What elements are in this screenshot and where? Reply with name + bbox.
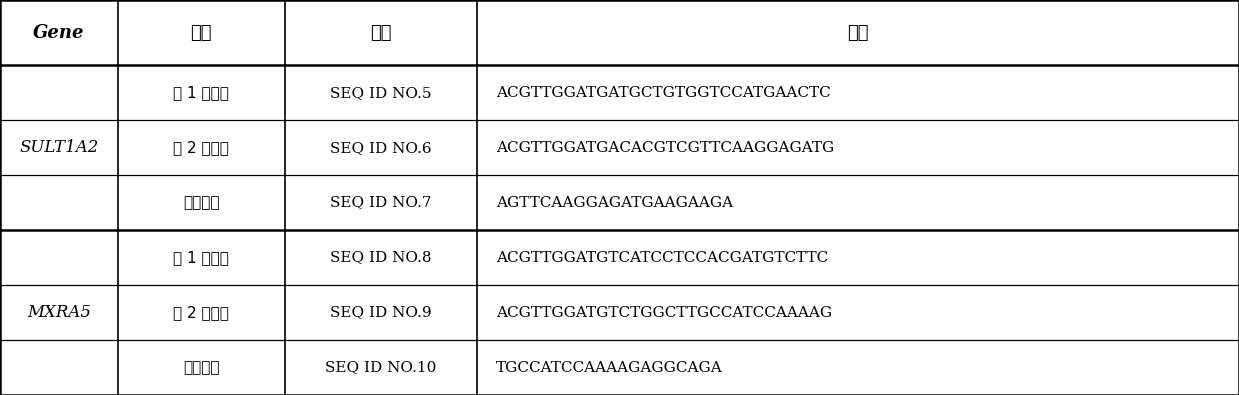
Text: 延伸引物: 延伸引物 — [183, 195, 219, 210]
Text: SEQ ID NO.10: SEQ ID NO.10 — [326, 361, 436, 374]
Text: SULT1A2: SULT1A2 — [19, 139, 99, 156]
Text: TGCCATCCAAAAGAGGCAGA: TGCCATCCAAAAGAGGCAGA — [496, 361, 722, 374]
Text: ACGTTGGATGTCTGGCTTGCCATCCAAAAG: ACGTTGGATGTCTGGCTTGCCATCCAAAAG — [496, 306, 831, 320]
Text: AGTTCAAGGAGATGAAGAAGA: AGTTCAAGGAGATGAAGAAGA — [496, 196, 732, 210]
Text: MXRA5: MXRA5 — [27, 304, 90, 321]
Text: ACGTTGGATGATGCTGTGGTCCATGAACTC: ACGTTGGATGATGCTGTGGTCCATGAACTC — [496, 86, 830, 100]
Text: 编号: 编号 — [370, 24, 392, 41]
Text: 第 1 次扩增: 第 1 次扩增 — [173, 250, 229, 265]
Text: 第 2 次扩增: 第 2 次扩增 — [173, 305, 229, 320]
Text: 序列: 序列 — [847, 24, 869, 41]
Text: SEQ ID NO.9: SEQ ID NO.9 — [330, 306, 432, 320]
Text: 第 1 次扩增: 第 1 次扩增 — [173, 85, 229, 100]
Text: SEQ ID NO.8: SEQ ID NO.8 — [331, 250, 431, 265]
Text: ACGTTGGATGTCATCCTCCACGATGTCTTC: ACGTTGGATGTCATCCTCCACGATGTCTTC — [496, 250, 828, 265]
Text: 扩增: 扩增 — [191, 24, 212, 41]
Text: 延伸引物: 延伸引物 — [183, 360, 219, 375]
Text: 第 2 次扩增: 第 2 次扩增 — [173, 140, 229, 155]
Text: SEQ ID NO.7: SEQ ID NO.7 — [331, 196, 431, 210]
Text: SEQ ID NO.6: SEQ ID NO.6 — [330, 141, 432, 154]
Text: Gene: Gene — [33, 24, 84, 41]
Text: ACGTTGGATGACACGTCGTTCAAGGAGATG: ACGTTGGATGACACGTCGTTCAAGGAGATG — [496, 141, 834, 154]
Text: SEQ ID NO.5: SEQ ID NO.5 — [331, 86, 431, 100]
